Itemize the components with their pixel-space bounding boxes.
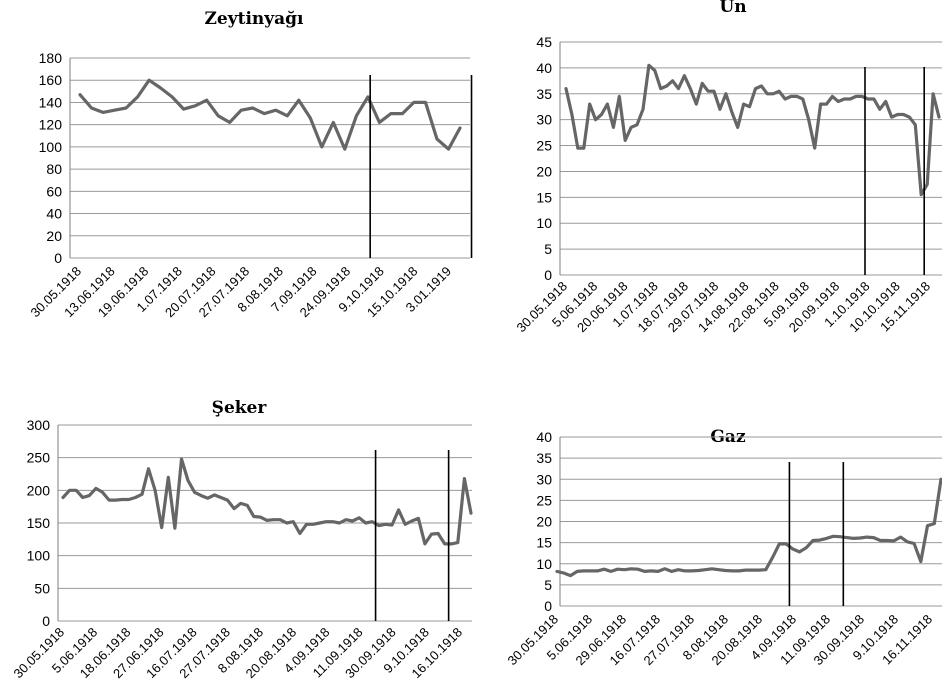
- y-tick-label: 25: [536, 138, 552, 154]
- y-tick-label: 20: [46, 228, 62, 244]
- y-tick-label: 45: [536, 34, 552, 50]
- series-line: [564, 63, 941, 197]
- chart-2: Un05101520253035404530.05.19185.06.19182…: [513, 0, 942, 335]
- y-tick-label: 140: [39, 94, 63, 110]
- chart-1: Zeytinyağı02040608010012014016018030.05.…: [27, 9, 473, 320]
- y-tick-label: 15: [536, 535, 552, 551]
- y-tick-label: 0: [42, 613, 50, 629]
- y-tick-label: 5: [544, 577, 552, 593]
- y-tick-label: 35: [536, 450, 552, 466]
- y-tick-label: 40: [536, 60, 552, 76]
- series-line: [555, 477, 942, 578]
- y-tick-label: 10: [536, 556, 552, 572]
- y-tick-label: 30: [536, 471, 552, 487]
- y-tick-label: 250: [27, 450, 51, 466]
- y-tick-label: 40: [536, 429, 552, 445]
- y-tick-label: 60: [46, 183, 62, 199]
- y-tick-label: 150: [27, 515, 51, 531]
- y-tick-label: 180: [39, 50, 63, 66]
- series-line: [61, 457, 473, 546]
- y-tick-label: 25: [536, 492, 552, 508]
- y-tick-label: 30: [536, 112, 552, 128]
- y-tick-label: 160: [39, 72, 63, 88]
- y-tick-label: 80: [46, 161, 62, 177]
- chart-3: Şeker05010015020025030030.05.19185.06.19…: [10, 398, 473, 681]
- y-tick-label: 100: [27, 548, 51, 564]
- y-tick-label: 0: [544, 598, 552, 614]
- y-tick-label: 10: [536, 215, 552, 231]
- y-tick-label: 20: [536, 163, 552, 179]
- chart-title: Un: [719, 0, 746, 17]
- y-tick-label: 200: [27, 482, 51, 498]
- y-tick-label: 15: [536, 189, 552, 205]
- y-tick-label: 5: [544, 241, 552, 257]
- series-line: [78, 78, 462, 151]
- y-tick-label: 20: [536, 514, 552, 530]
- y-tick-label: 0: [544, 267, 552, 283]
- chart-title: Zeytinyağı: [204, 9, 304, 29]
- y-tick-label: 50: [34, 580, 50, 596]
- y-tick-label: 35: [536, 86, 552, 102]
- y-tick-label: 120: [39, 117, 63, 133]
- chart-4: Gaz051015202530354030.05.19185.06.191829…: [504, 427, 942, 668]
- y-tick-label: 300: [27, 417, 51, 433]
- y-tick-label: 0: [54, 250, 62, 266]
- chart-title: Şeker: [212, 398, 268, 418]
- y-tick-label: 40: [46, 206, 62, 222]
- y-tick-label: 100: [39, 139, 63, 155]
